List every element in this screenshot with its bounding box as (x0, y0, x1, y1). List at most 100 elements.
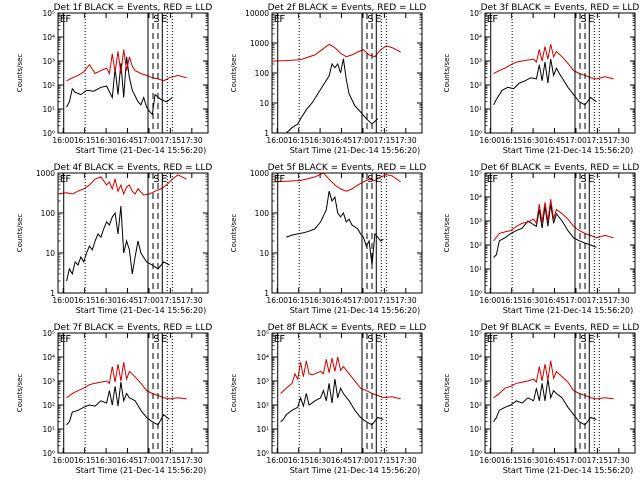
x-tick-label: 16:15 (74, 296, 96, 305)
chart-panel-4: Det 4f BLACK = Events, RED = LLD Counts/s… (16, 163, 212, 315)
plot-frame (271, 172, 423, 294)
series-line-lld (66, 49, 187, 82)
y-tick-label: 10⁴ (469, 193, 482, 202)
y-tick-label: 100 (41, 209, 56, 218)
y-tick-label: 10² (469, 241, 482, 250)
plot-frame (484, 12, 636, 134)
series-line-events (280, 379, 384, 426)
x-tick-label: 17:30 (395, 456, 417, 465)
x-tick-label: 17:15 (160, 296, 182, 305)
y-tick-label: 10² (42, 401, 55, 410)
y-tick-label: 10⁰ (469, 129, 482, 138)
x-tick-label: 17:15 (374, 456, 396, 465)
x-tick-label: 16:00 (266, 456, 288, 465)
x-axis-label: Start Time (21-Dec-14 15:56:20) (76, 306, 207, 315)
x-tick-label: 17:15 (374, 296, 396, 305)
y-axis-label: Counts/sec (443, 374, 451, 413)
y-tick-label: 10 (259, 249, 269, 258)
event-marker-label: E (588, 334, 594, 345)
x-tick-label: 16:15 (74, 456, 96, 465)
chart-title: Det 2f BLACK = Events, RED = LLD (268, 3, 427, 13)
event-marker-label: S (580, 334, 586, 345)
x-tick-label: 16:45 (544, 296, 566, 305)
y-tick-label: 10 (45, 249, 55, 258)
chart-panel-9: Det 9f BLACK = Events, RED = LLD Counts/s… (443, 323, 639, 475)
y-tick-label: 1000 (250, 169, 269, 178)
plot-frame (57, 12, 209, 134)
event-marker-label: F (279, 174, 285, 185)
y-tick-label: 10⁵ (469, 9, 482, 18)
y-axis-label: Counts/sec (230, 214, 238, 253)
x-axis-label: Start Time (21-Dec-14 15:56:20) (76, 466, 207, 475)
x-tick-label: 16:15 (501, 456, 523, 465)
y-tick-label: 10² (469, 401, 482, 410)
event-marker-label: S (580, 14, 586, 25)
y-tick-label: 10² (256, 401, 269, 410)
event-marker-label: E (487, 174, 493, 185)
x-tick-label: 17:30 (181, 456, 203, 465)
x-tick-label: 17:30 (181, 136, 203, 145)
x-tick-label: 16:00 (266, 136, 288, 145)
event-marker-label: E (274, 334, 280, 345)
x-tick-label: 16:15 (288, 136, 310, 145)
y-tick-label: 10² (469, 81, 482, 90)
x-tick-label: 17:15 (587, 136, 609, 145)
y-tick-label: 10³ (256, 377, 269, 386)
y-tick-label: 10000 (245, 9, 269, 18)
y-tick-label: 10³ (42, 377, 55, 386)
series-line-events (286, 191, 384, 266)
x-axis-label: Start Time (21-Dec-14 15:56:20) (503, 466, 634, 475)
y-tick-label: 10⁵ (256, 329, 269, 338)
x-tick-label: 17:30 (608, 296, 630, 305)
event-marker-label: E (161, 174, 167, 185)
x-tick-label: 17:15 (587, 456, 609, 465)
x-tick-label: 16:45 (117, 296, 139, 305)
y-axis-label: Counts/sec (16, 54, 24, 93)
x-axis-label: Start Time (21-Dec-14 15:56:20) (290, 306, 421, 315)
x-tick-label: 16:30 (95, 296, 117, 305)
y-tick-label: 10⁰ (42, 449, 55, 458)
event-marker-label: S (367, 334, 373, 345)
series-line-events (493, 379, 597, 426)
y-tick-label: 10⁰ (42, 129, 55, 138)
x-tick-label: 16:45 (331, 296, 353, 305)
y-tick-label: 10⁴ (42, 353, 55, 362)
y-axis-label: Counts/sec (230, 374, 238, 413)
x-tick-label: 17:00 (352, 296, 374, 305)
x-axis-label: Start Time (21-Dec-14 15:56:20) (503, 146, 634, 155)
event-marker-label: S (153, 174, 159, 185)
x-tick-label: 16:30 (95, 456, 117, 465)
y-tick-label: 10¹ (469, 105, 482, 114)
y-tick-label: 10⁴ (42, 33, 55, 42)
x-tick-label: 17:00 (565, 136, 587, 145)
event-marker-label: F (65, 14, 71, 25)
event-marker-label: E (274, 14, 280, 25)
x-tick-label: 16:30 (522, 296, 544, 305)
x-tick-label: 16:15 (288, 456, 310, 465)
x-tick-label: 16:30 (309, 456, 331, 465)
y-tick-label: 10¹ (42, 105, 55, 114)
chart-title: Det 3f BLACK = Events, RED = LLD (481, 3, 640, 13)
x-tick-label: 17:30 (608, 456, 630, 465)
x-tick-label: 16:30 (309, 296, 331, 305)
y-axis-label: Counts/sec (230, 54, 238, 93)
chart-title: Det 8f BLACK = Events, RED = LLD (268, 323, 427, 333)
x-tick-label: 17:00 (138, 296, 160, 305)
event-marker-label: F (279, 334, 285, 345)
x-tick-label: 16:00 (266, 296, 288, 305)
x-tick-label: 16:45 (331, 136, 353, 145)
x-tick-label: 16:30 (95, 136, 117, 145)
y-tick-label: 10⁴ (469, 353, 482, 362)
y-tick-label: 10⁴ (469, 33, 482, 42)
event-marker-label: F (492, 174, 498, 185)
y-tick-label: 10² (42, 81, 55, 90)
y-tick-label: 10⁵ (42, 9, 55, 18)
y-tick-label: 1000 (36, 169, 55, 178)
x-tick-label: 17:15 (374, 136, 396, 145)
chart-title: Det 6f BLACK = Events, RED = LLD (481, 163, 640, 173)
event-marker-label: F (492, 14, 498, 25)
x-axis-label: Start Time (21-Dec-14 15:56:20) (76, 146, 207, 155)
chart-panel-5: Det 5f BLACK = Events, RED = LLD Counts/s… (230, 163, 426, 315)
event-marker-label: S (367, 174, 373, 185)
